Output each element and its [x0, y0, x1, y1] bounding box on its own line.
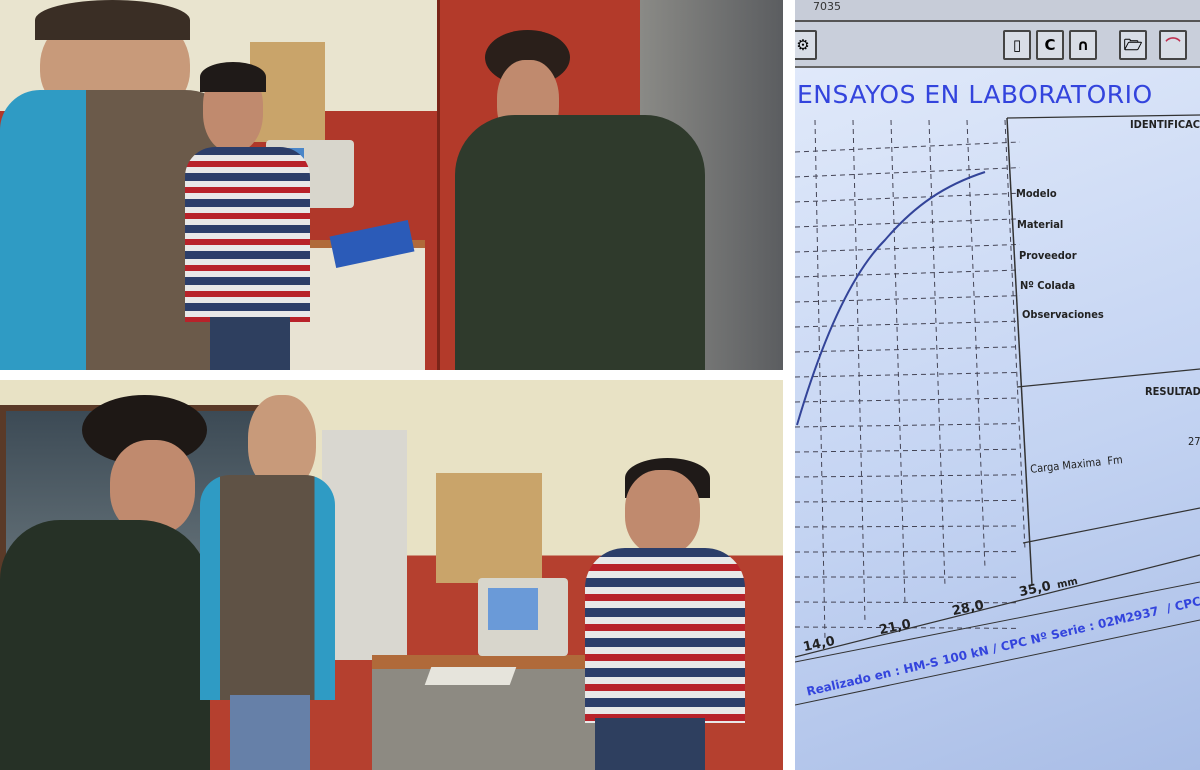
- grid-line-horizontal: [795, 499, 1021, 503]
- screen-top-bar: 7035: [795, 0, 1200, 22]
- grid-line-horizontal: [795, 218, 1021, 228]
- grid-line-horizontal: [795, 397, 1021, 403]
- grid-line-horizontal: [795, 626, 1021, 629]
- field-modelo: Modelo: [1016, 187, 1057, 200]
- corkboard: [250, 42, 325, 142]
- field-colada: Nº Colada: [1020, 279, 1076, 292]
- graph: [795, 114, 1200, 706]
- curve-icon[interactable]: ∩: [1069, 30, 1097, 60]
- load-curve: [796, 171, 986, 426]
- grid-line-horizontal: [795, 601, 1021, 604]
- grid-line-vertical: [852, 119, 866, 623]
- new-document-icon[interactable]: ▯: [1003, 30, 1031, 60]
- corkboard: [436, 473, 542, 583]
- grid-line-horizontal: [795, 320, 1021, 328]
- person-striped: [585, 458, 745, 770]
- ident-heading: IDENTIFICAC: [1130, 118, 1200, 131]
- open-folder-icon[interactable]: 🗁: [1119, 30, 1147, 60]
- gear-icon[interactable]: ⚙: [795, 30, 817, 60]
- c-icon[interactable]: C: [1036, 30, 1064, 60]
- grid-line-horizontal: [795, 423, 1021, 428]
- results-bottom: [1022, 507, 1200, 544]
- field-proveedor: Proveedor: [1019, 249, 1077, 262]
- grid-line-horizontal: [795, 269, 1021, 278]
- grid-line-horizontal: [795, 243, 1021, 253]
- axis-line: [795, 554, 1200, 658]
- results-divider: [1016, 368, 1200, 388]
- grid-line-horizontal: [795, 525, 1021, 528]
- grid-line-horizontal: [795, 448, 1021, 453]
- crt-monitor: [478, 578, 568, 656]
- top-code: 7035: [813, 0, 841, 13]
- photo-lab-bottom: [0, 380, 783, 770]
- grid-line-horizontal: [795, 474, 1021, 478]
- grid-line-horizontal: [795, 371, 1021, 378]
- grid-line-vertical: [1004, 119, 1026, 551]
- keyboard: [424, 667, 517, 685]
- screen-title: ENSAYOS EN LABORATORIO: [797, 80, 1153, 109]
- grid-line-horizontal: [795, 141, 1021, 153]
- grid-line-horizontal: [795, 346, 1021, 353]
- person-hoodie: [200, 395, 335, 770]
- person-green-sweater: [0, 395, 210, 770]
- grid-line-horizontal: [795, 295, 1021, 303]
- grid-line-vertical: [890, 119, 906, 605]
- photo-test-software-screen: 7035 ⚙ ▯ C ∩ 🗁 ⌒ ENSAYOS EN LABORATORIO …: [795, 0, 1200, 770]
- person-striped: [185, 62, 310, 370]
- footer-bottom-line: [795, 619, 1200, 706]
- grid-line-horizontal: [795, 192, 1021, 203]
- toolbar: ⚙ ▯ C ∩ 🗁 ⌒: [795, 22, 1200, 68]
- footer-top-line: [795, 581, 1200, 663]
- graph-right-border: [1006, 117, 1033, 586]
- photo-lab-top: [0, 0, 783, 370]
- field-observaciones: Observaciones: [1022, 308, 1104, 321]
- results-heading: RESULTAD: [1145, 385, 1200, 398]
- person-green-sweater: [455, 30, 715, 370]
- ident-divider: [1006, 114, 1200, 119]
- result-value: 27: [1188, 435, 1200, 448]
- cabinet: [322, 430, 407, 660]
- grid-line-horizontal: [795, 167, 1021, 178]
- grid-line-vertical: [814, 119, 826, 641]
- grid-line-vertical: [928, 119, 946, 587]
- field-material: Material: [1017, 218, 1064, 231]
- chart-icon[interactable]: ⌒: [1159, 30, 1187, 60]
